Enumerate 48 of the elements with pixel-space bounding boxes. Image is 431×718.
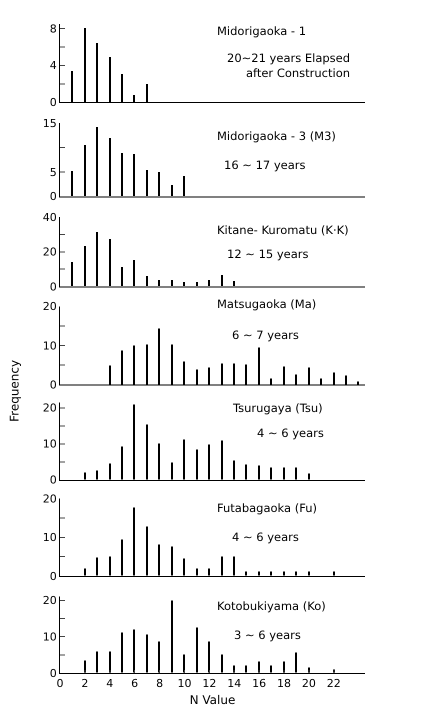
text: 20~21 years Elapsed after Construction [227, 51, 350, 80]
y-tick-label: 4 [50, 59, 57, 72]
y-tick-label: 40 [42, 211, 57, 224]
y-axis-title: Frequency [7, 360, 22, 422]
y-tick-label: 0 [50, 474, 57, 487]
chart-title: Futabagaoka (Fu) [217, 501, 317, 515]
y-tick-label: 20 [42, 492, 57, 506]
x-axis-title: N Value [190, 693, 236, 708]
y-tick-label: 20 [42, 246, 57, 259]
chart-title: Kotobukiyama (Ko) [217, 599, 326, 613]
y-tick-label: 0 [50, 280, 57, 294]
text: 12 ~ 15 years [227, 247, 309, 261]
y-tick-label: 20 [42, 402, 57, 415]
y-tick-label: 0 [50, 666, 57, 680]
text: 16 ~ 17 years [224, 158, 306, 172]
x-tick-label: 10 [177, 677, 192, 690]
x-tick-label: 6 [131, 677, 138, 690]
y-tick-label: 0 [50, 96, 57, 110]
x-tick-label: 16 [252, 677, 266, 690]
y-tick-label: 10 [42, 630, 57, 644]
y-tick-label: 10 [42, 531, 57, 544]
y-tick-label: 0 [50, 378, 57, 392]
y-tick-label: 20 [42, 300, 57, 314]
x-tick-label: 20 [302, 677, 316, 690]
x-tick-label: 8 [156, 677, 164, 690]
x-tick-label: 12 [202, 677, 216, 690]
text: 3 ~ 6 years [234, 628, 301, 642]
chart-title: Midorigaoka - 1 [217, 24, 306, 38]
chart-title: Matsugaoka (Ma) [217, 297, 316, 311]
text: 6 ~ 7 years [232, 328, 299, 342]
y-tick-label: 5 [50, 166, 57, 179]
text: Kitane- Kuromatu (K·K) [217, 223, 349, 237]
text: Midorigaoka - 3 (M3) [217, 129, 336, 143]
y-tick-label: 8 [50, 22, 57, 36]
x-tick-label: 14 [227, 677, 242, 690]
y-tick-label: 0 [50, 190, 57, 204]
x-tick-label: 2 [81, 677, 88, 690]
y-tick-label: 20 [42, 594, 57, 608]
x-tick-label: 18 [277, 677, 292, 690]
y-tick-label: 15 [42, 116, 57, 130]
x-tick-label: 22 [326, 677, 341, 690]
y-tick-label: 0 [50, 570, 57, 583]
text: 4 ~ 6 years [232, 530, 299, 544]
y-tick-label: 10 [42, 438, 57, 451]
text: 4 ~ 6 years [257, 426, 324, 440]
x-tick-label: 4 [106, 677, 114, 690]
chart-title: Tsurugaya (Tsu) [232, 401, 323, 415]
y-tick-label: 10 [42, 339, 57, 352]
